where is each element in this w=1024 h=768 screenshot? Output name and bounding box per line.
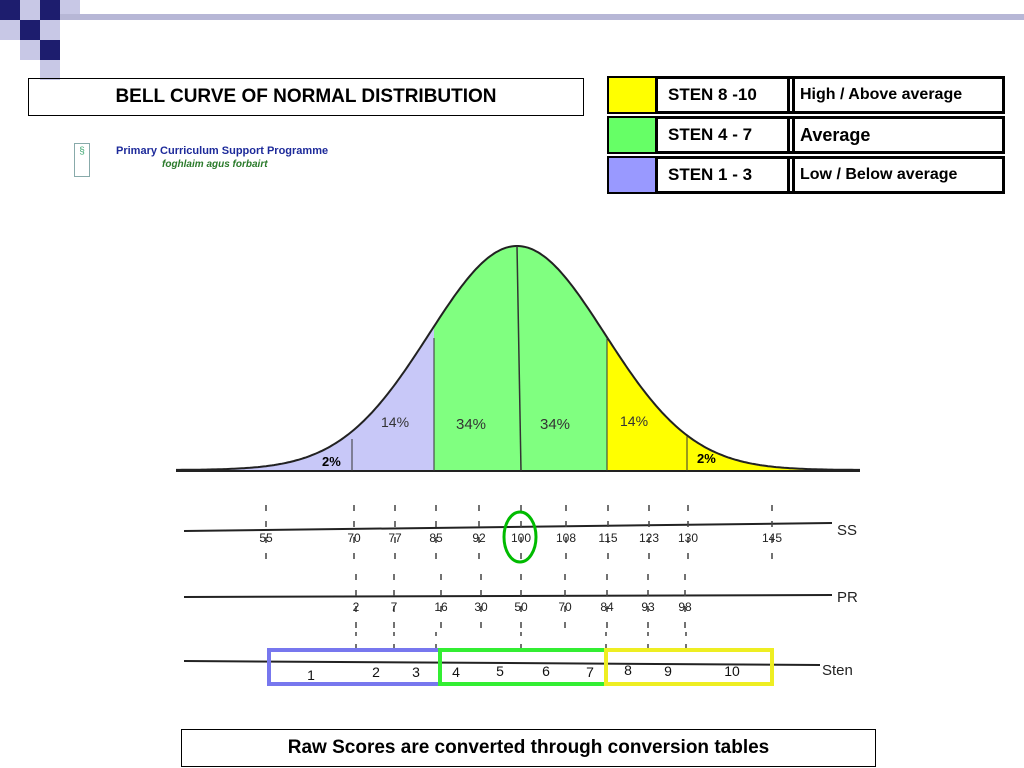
pr-tick-label: 70 xyxy=(558,600,572,614)
sten-tick-label: 3 xyxy=(412,664,420,680)
region-average-right xyxy=(518,246,607,470)
sten-scale-label: Sten xyxy=(822,662,853,679)
sten-tick-label: 2 xyxy=(372,664,380,680)
logo-icon: § xyxy=(74,143,90,177)
pr-tick-label: 84 xyxy=(600,600,614,614)
ss-tick-label: 92 xyxy=(472,531,486,545)
ss-tick-label: 145 xyxy=(762,531,782,545)
sten-tick-label: 9 xyxy=(664,663,672,679)
logo-tagline: foghlaim agus forbairt xyxy=(162,159,268,170)
ss-tick-label: 130 xyxy=(678,531,698,545)
ss-tick-label: 85 xyxy=(429,531,443,545)
legend-swatch-high xyxy=(607,76,657,114)
logo-programme-name: Primary Curriculum Support Programme xyxy=(116,145,329,157)
region-low xyxy=(352,326,434,470)
region-high-tail xyxy=(687,435,860,470)
sten-axis xyxy=(183,660,821,666)
ss-tick-label: 108 xyxy=(556,531,576,545)
sten-tick-label: 6 xyxy=(542,663,550,679)
percent-label: 34% xyxy=(456,416,486,433)
sten-tick-label: 5 xyxy=(496,663,504,679)
sten-tick-label: 1 xyxy=(307,667,315,683)
ss-tick-label: 70 xyxy=(347,531,361,545)
percent-label: 2% xyxy=(322,454,341,469)
legend-label-average: STEN 4 - 7 xyxy=(655,116,795,154)
sten-box-average xyxy=(438,648,608,686)
pr-tick-label: 98 xyxy=(678,600,692,614)
ss-scale: SS 55 70 77 85 92 100 108 115 123 130 145 xyxy=(183,505,857,564)
pr-tick-label: 2 xyxy=(353,600,360,614)
pr-axis xyxy=(183,594,833,598)
slide-title: BELL CURVE OF NORMAL DISTRIBUTION xyxy=(28,78,584,116)
region-high xyxy=(607,337,687,470)
percent-label: 2% xyxy=(697,451,716,466)
pr-scale: PR 2 7 16 30 50 70 84 93 98 xyxy=(183,574,858,630)
ss-axis xyxy=(183,522,833,532)
ss-tick-label: 100 xyxy=(511,531,531,545)
legend-desc-high: High / Above average xyxy=(787,76,1005,114)
pr-tick-label: 16 xyxy=(434,600,448,614)
ss-tick-label: 77 xyxy=(388,531,402,545)
pr-scale-label: PR xyxy=(837,589,858,606)
percent-label: 34% xyxy=(540,416,570,433)
legend-desc-average: Average xyxy=(787,116,1005,154)
legend-label-low: STEN 1 - 3 xyxy=(655,156,795,194)
region-low-tail xyxy=(176,431,352,470)
caption-box: Raw Scores are converted through convers… xyxy=(181,729,876,767)
sten-scale: Sten 1 2 3 4 5 6 7 8 9 10 xyxy=(183,632,853,686)
ss-scale-label: SS xyxy=(837,522,857,539)
curve-outline xyxy=(176,245,860,471)
legend-desc-low: Low / Below average xyxy=(787,156,1005,194)
ss-tick-label: 55 xyxy=(259,531,273,545)
legend-label-high: STEN 8 -10 xyxy=(655,76,795,114)
legend-swatch-low xyxy=(607,156,657,194)
pr-tick-label: 50 xyxy=(514,600,528,614)
percent-label: 14% xyxy=(620,413,648,429)
pr-tick-label: 7 xyxy=(391,600,398,614)
ss-tick-label: 115 xyxy=(598,531,617,545)
ss-tick-label: 123 xyxy=(639,531,659,545)
divider-mean xyxy=(516,245,522,472)
sten-tick-label: 4 xyxy=(452,664,460,680)
region-average-left xyxy=(434,246,518,470)
sten-tick-label: 8 xyxy=(624,662,632,678)
sten-box-high xyxy=(604,648,774,686)
header-rule xyxy=(60,14,1024,20)
pr-tick-label: 93 xyxy=(641,600,655,614)
percent-label: 14% xyxy=(381,414,409,430)
sten-tick-label: 10 xyxy=(724,663,740,679)
pr-tick-label: 30 xyxy=(474,600,488,614)
sten-tick-label: 7 xyxy=(586,664,594,680)
highlight-circle-100 xyxy=(502,510,538,564)
